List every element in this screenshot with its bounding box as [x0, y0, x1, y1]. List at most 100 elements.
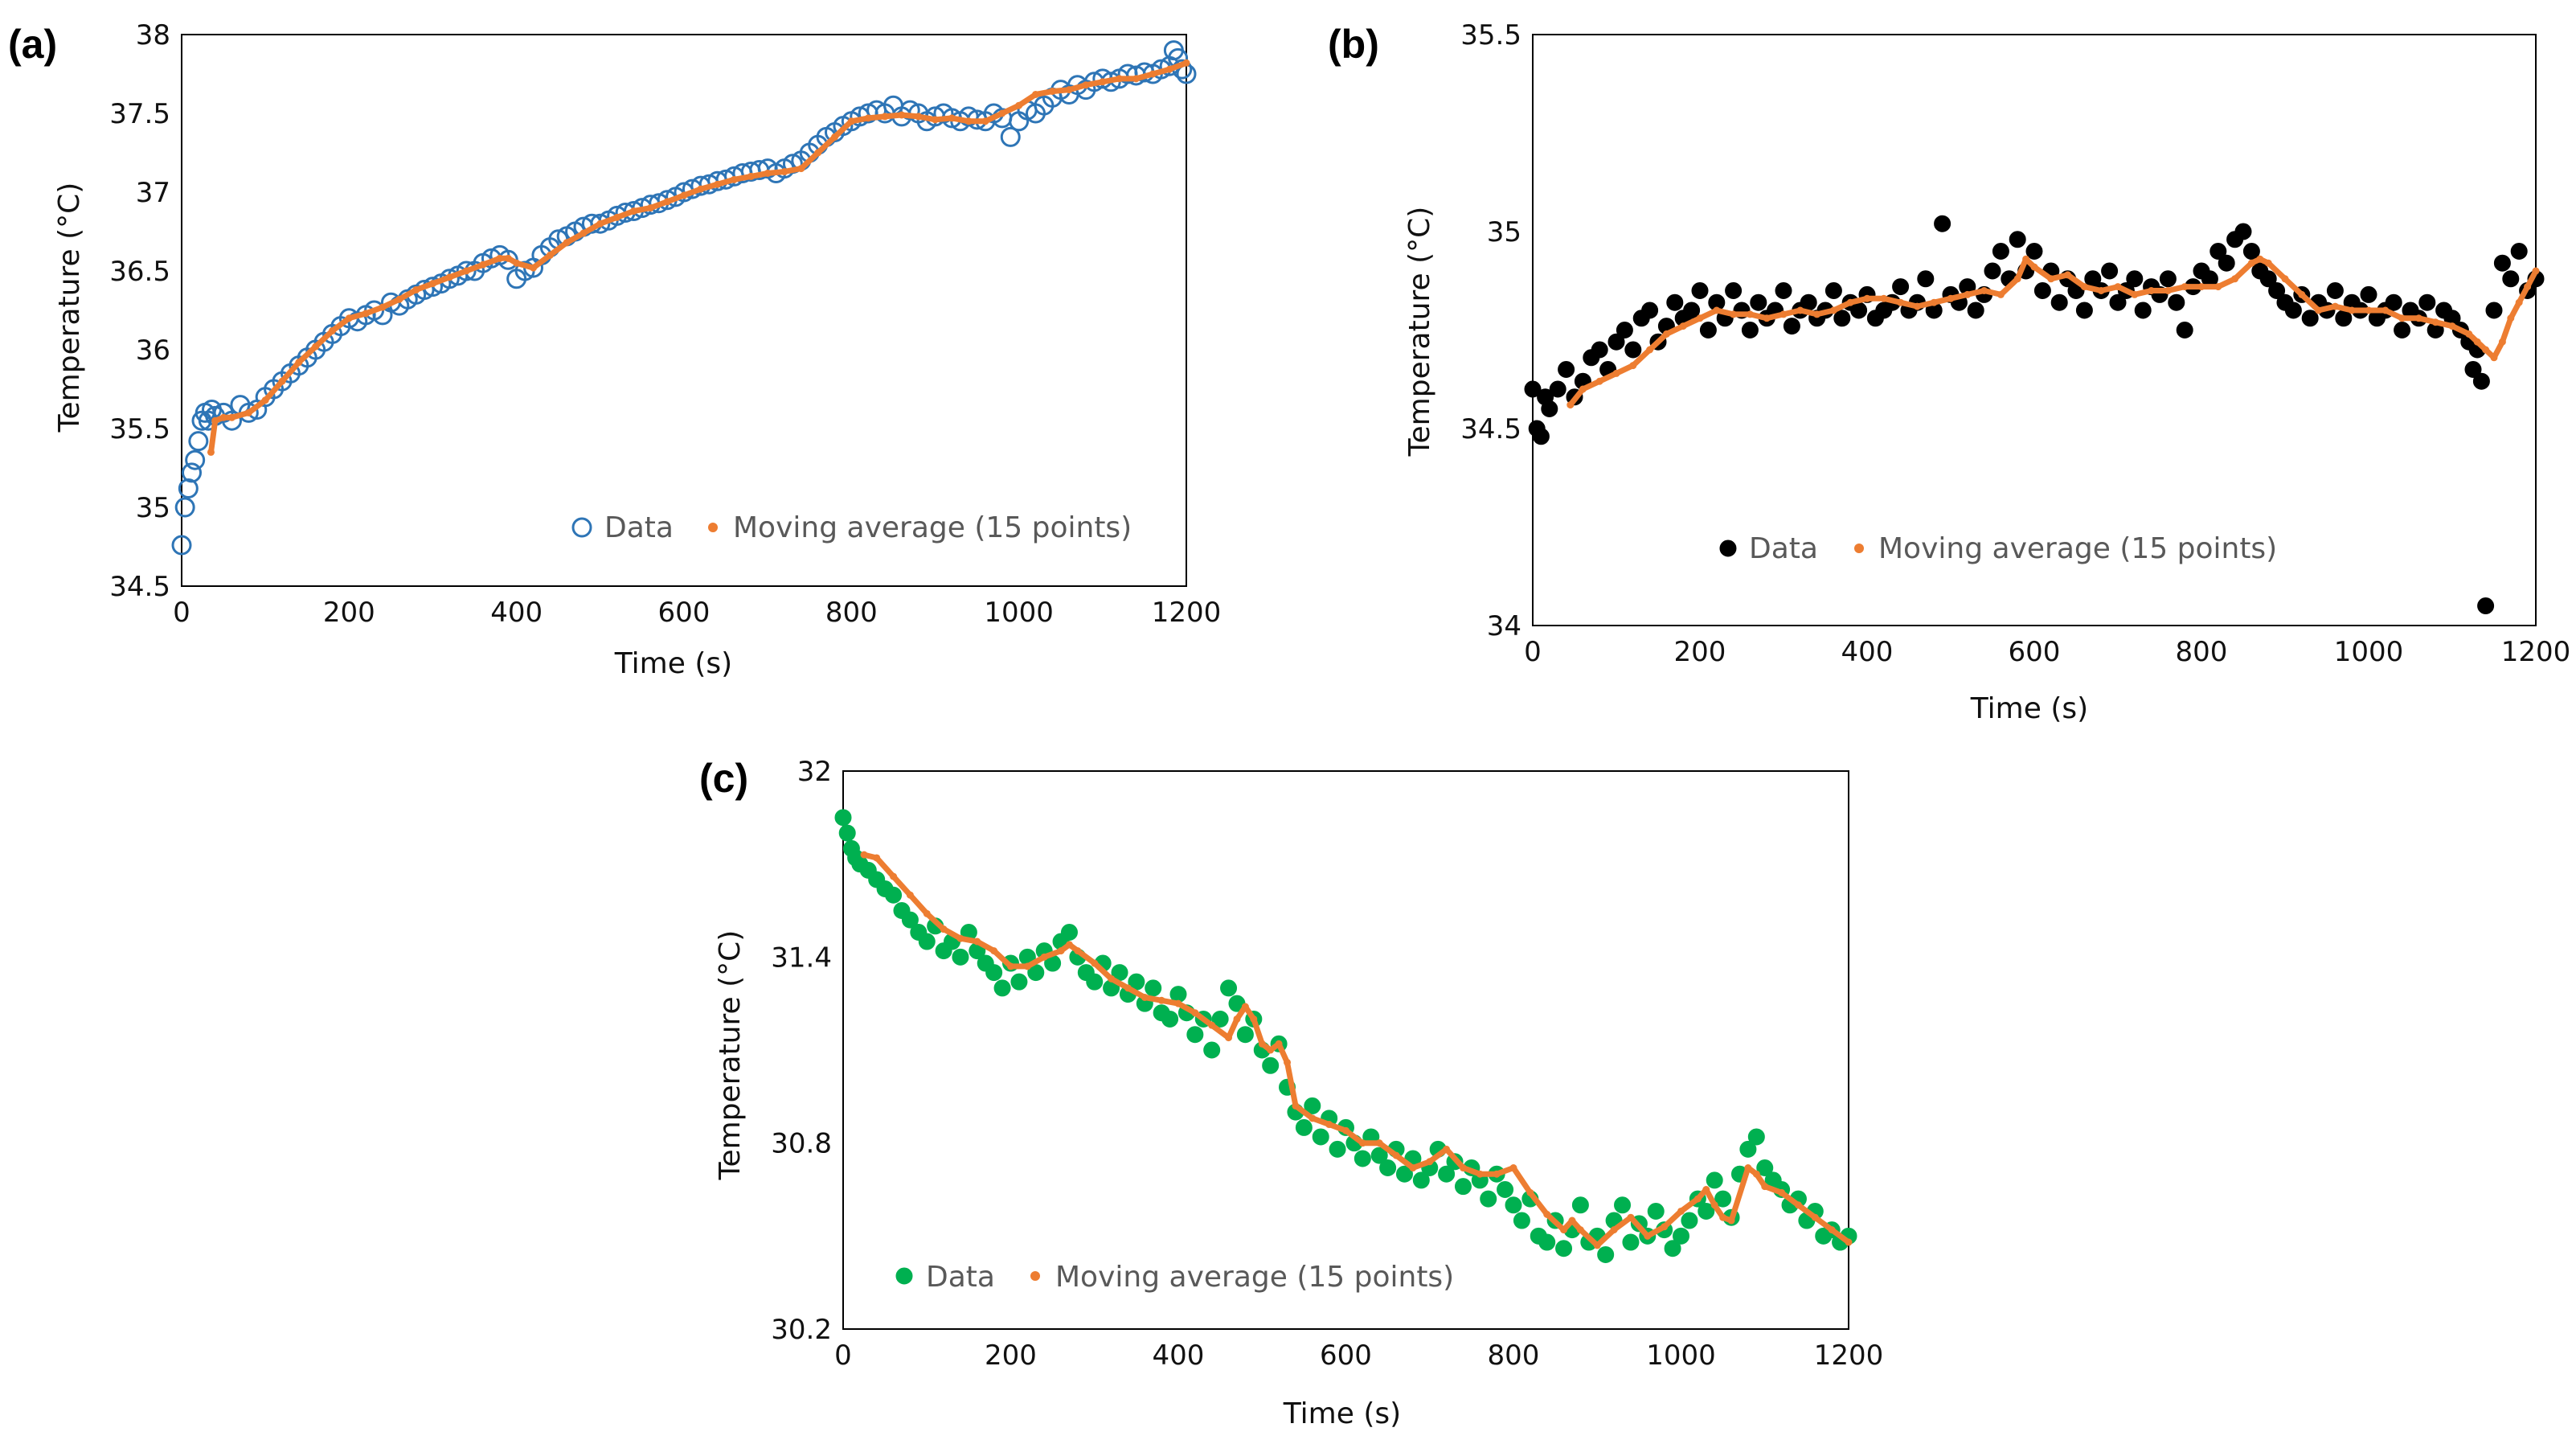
data-point [1370, 1147, 1388, 1164]
moving-average-point [1032, 90, 1039, 98]
moving-average-point [513, 259, 521, 267]
x-axis-title: Time (s) [1283, 1397, 1401, 1430]
moving-average-point [1124, 984, 1132, 992]
data-point [185, 449, 206, 470]
data-point [1086, 973, 1104, 991]
data-point [2025, 243, 2043, 260]
moving-average-point [1392, 1151, 1400, 1159]
moving-average-point [1829, 306, 1837, 314]
moving-average-point [207, 448, 215, 456]
x-tick-label: 800 [1488, 1339, 1540, 1372]
data-point [2168, 293, 2185, 311]
data-point [2493, 254, 2511, 272]
data-point [2418, 293, 2436, 311]
moving-average-point [2214, 283, 2222, 291]
moving-average-point [1015, 101, 1023, 109]
data-point [1833, 310, 1851, 327]
moving-average-point [2114, 283, 2122, 291]
data-point [1454, 1178, 1472, 1196]
data-point [188, 431, 209, 452]
data-point [1783, 318, 1800, 335]
data-point [2050, 293, 2068, 311]
data-point [1304, 1097, 1321, 1114]
moving-average-point [1693, 1195, 1702, 1203]
moving-average-point [1677, 1207, 1685, 1215]
moving-average-point [312, 343, 320, 351]
data-point [1614, 1196, 1632, 1214]
data-point [1295, 1118, 1313, 1136]
data-point [1616, 322, 1633, 338]
y-tick-label: 34.5 [1460, 413, 1521, 445]
data-point [918, 933, 936, 950]
moving-average-point [964, 117, 973, 125]
moving-average-point [915, 113, 923, 121]
x-tick-label: 1000 [1646, 1339, 1716, 1372]
moving-average-point [831, 133, 838, 141]
moving-average-point [445, 273, 453, 281]
moving-average-point [2281, 275, 2289, 283]
moving-average-point [1560, 1226, 1568, 1234]
data-point [1354, 1150, 1371, 1167]
moving-average-point [1744, 1164, 1752, 1172]
y-axis-title: Temperature (°C) [53, 183, 86, 433]
moving-average-point [1007, 962, 1014, 970]
moving-average-point [1763, 314, 1771, 322]
moving-average-point [898, 111, 906, 119]
data-point [1532, 428, 1550, 445]
x-tick-label: 0 [834, 1339, 852, 1372]
moving-average-point [731, 175, 738, 183]
moving-average-point [1713, 306, 1721, 314]
data-point [2268, 282, 2286, 299]
legend-label-moving-average: Moving average (15 points) [1055, 1261, 1454, 1294]
y-tick-label: 35.5 [109, 413, 170, 445]
moving-average-point [1165, 65, 1173, 73]
moving-average-point [1576, 1226, 1584, 1234]
moving-average-point [429, 280, 436, 288]
data-point [1480, 1190, 1497, 1208]
moving-average-point [680, 191, 688, 199]
moving-average-point [1794, 1201, 1802, 1209]
data-point [1145, 979, 1162, 997]
moving-average-point [1057, 947, 1065, 955]
moving-average-point [2197, 283, 2205, 291]
moving-average-point [2515, 298, 2523, 306]
moving-average-point [1761, 1183, 1769, 1191]
data-point [1541, 400, 1558, 417]
moving-average-point [2264, 259, 2272, 267]
moving-average-point [2498, 338, 2506, 346]
moving-average-point [379, 303, 387, 311]
panel-c: (c) Time (s) Temperature (°C) Data Movin… [699, 756, 1883, 1430]
moving-average-point [563, 239, 571, 247]
y-tick-label: 35 [136, 492, 170, 524]
data-point [456, 261, 477, 281]
moving-average-point [1679, 322, 1687, 330]
moving-average-point [1846, 298, 1854, 306]
y-axis-title: Temperature (°C) [1403, 207, 1436, 457]
data-point [2326, 282, 2344, 299]
moving-average-point [2532, 267, 2540, 275]
panel-label: (a) [8, 22, 57, 67]
moving-average-point [579, 229, 588, 237]
moving-average-point [1426, 1158, 1434, 1166]
data-point [1624, 341, 1642, 359]
moving-average-point [1702, 1186, 1710, 1193]
data-point [1010, 973, 1028, 991]
data-point [174, 497, 195, 518]
data-point [171, 535, 192, 556]
moving-average-point [1065, 86, 1073, 94]
x-tick-label: 600 [658, 597, 711, 629]
moving-average-point [1828, 1226, 1836, 1234]
data-point [1691, 282, 1709, 299]
data-point [1984, 262, 2001, 280]
moving-average-point [2097, 287, 2105, 294]
plot-area-border [181, 34, 1187, 587]
data-point [2033, 282, 2051, 299]
x-tick-label: 1000 [984, 597, 1054, 629]
moving-average-point [1730, 310, 1738, 318]
moving-average-point [630, 207, 637, 215]
x-tick-label: 600 [2009, 636, 2061, 668]
moving-average-point [697, 185, 705, 193]
data-point [2176, 322, 2193, 338]
legend-label-moving-average: Moving average (15 points) [1878, 532, 2277, 565]
data-point [993, 979, 1011, 997]
